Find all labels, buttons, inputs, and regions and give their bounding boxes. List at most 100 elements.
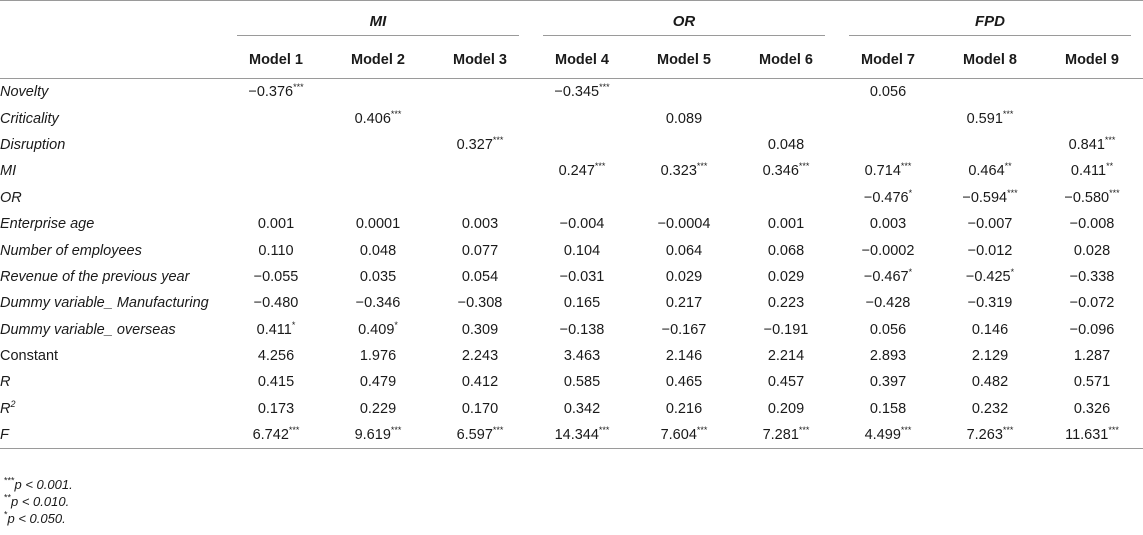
cell-value: 2.243 (461, 348, 499, 365)
note-text: p < 0.010. (11, 494, 70, 509)
row-label: Enterprise age (0, 211, 225, 237)
model-header-5: Model 5 (633, 41, 735, 79)
cell-value: −0.345 (554, 84, 600, 101)
table-cell: 0.029 (735, 264, 837, 290)
table-cell: 0.714*** (837, 158, 939, 184)
cell-value: 4.256 (257, 348, 295, 365)
cell-value: −0.476 (863, 189, 909, 206)
cell-value: 0.165 (563, 295, 601, 312)
cell-value: −0.338 (1069, 268, 1115, 285)
table-cell (327, 132, 429, 158)
table-cell: 0.048 (735, 132, 837, 158)
cell-value: 0.479 (359, 374, 397, 391)
model-header-row: Model 1 Model 2 Model 3 Model 4 Model 5 … (0, 41, 1143, 79)
note-text: p < 0.001. (14, 477, 73, 492)
significance-stars: ** (1106, 161, 1114, 172)
cell-value: 0.342 (563, 400, 601, 417)
cell-value: 0.223 (767, 295, 805, 312)
table-cell: 0.585 (531, 369, 633, 395)
table-cell (225, 185, 327, 211)
table-cell: 2.146 (633, 343, 735, 369)
cell-value: −0.428 (865, 295, 911, 312)
table-cell: 0.464** (939, 158, 1041, 184)
significance-stars: *** (594, 161, 606, 172)
significance-stars: *** (1007, 187, 1018, 198)
table-cell: 0.841*** (1041, 132, 1143, 158)
cell-value: 0.158 (869, 400, 907, 417)
cell-value: 0.346 (762, 163, 799, 180)
significance-stars: * (908, 267, 913, 278)
table-cell: 1.287 (1041, 343, 1143, 369)
table-cell: 0.591*** (939, 105, 1041, 131)
table-cell: 0.232 (939, 396, 1041, 422)
cell-value: 7.604 (660, 427, 697, 444)
cell-value: 0.327 (456, 136, 493, 153)
table-cell: 6.742*** (225, 422, 327, 450)
table-cell (633, 132, 735, 158)
table-cell (1041, 105, 1143, 131)
cell-value: 0.457 (767, 374, 805, 391)
table-cell: 7.281*** (735, 422, 837, 450)
row-label: Dummy variable_ overseas (0, 317, 225, 343)
table-cell (225, 158, 327, 184)
table-cell (429, 185, 531, 211)
table-cell: −0.096 (1041, 317, 1143, 343)
significance-stars: * (291, 319, 296, 330)
table-cell (939, 79, 1041, 106)
table-cell: 0.054 (429, 264, 531, 290)
significance-stars: *** (1002, 108, 1014, 119)
note-stars: * (4, 509, 8, 520)
note-line: ***p < 0.001. (4, 476, 73, 493)
cell-value: −0.319 (967, 295, 1013, 312)
table-row: Novelty −0.376*** −0.345*** 0.056 (0, 79, 1143, 106)
table-cell: −0.346 (327, 290, 429, 316)
table-cell: 0.165 (531, 290, 633, 316)
table-cell (531, 132, 633, 158)
table-cell: −0.0004 (633, 211, 735, 237)
significance-stars: *** (798, 161, 810, 172)
group-label-or: OR (672, 13, 696, 30)
model-header-3: Model 3 (429, 41, 531, 79)
cell-value: −0.594 (962, 189, 1008, 206)
row-label-text: F (0, 427, 9, 444)
significance-stars: *** (492, 425, 504, 436)
table-cell: 0.342 (531, 396, 633, 422)
cell-value: −0.167 (661, 321, 707, 338)
group-header-or: OR (531, 2, 837, 41)
significance-stars: *** (390, 108, 402, 119)
table-cell: 0.029 (633, 264, 735, 290)
table-cell: 0.028 (1041, 237, 1143, 263)
table-cell: 7.604*** (633, 422, 735, 450)
significance-stars: *** (696, 425, 708, 436)
cell-value: 0.056 (869, 321, 907, 338)
cell-value: −0.0002 (861, 242, 915, 259)
cell-value: 1.976 (359, 348, 397, 365)
table-cell (1041, 79, 1143, 106)
table-cell: 0.406*** (327, 105, 429, 131)
cell-value: 0.482 (971, 374, 1009, 391)
table-cell (837, 105, 939, 131)
table-cell: 0.223 (735, 290, 837, 316)
row-label-text: Revenue of the previous year (0, 268, 190, 285)
cell-value: 0.411 (1070, 163, 1107, 180)
cell-value: 0.323 (660, 163, 697, 180)
cell-value: 7.281 (762, 427, 799, 444)
cell-value: 0.216 (665, 400, 703, 417)
table-row: F 6.742*** 9.619*** 6.597*** 14.344*** 7.604*… (0, 422, 1143, 450)
table-cell: −0.428 (837, 290, 939, 316)
table-cell: 0.056 (837, 79, 939, 106)
model-header-7: Model 7 (837, 41, 939, 79)
cell-value: 0.247 (558, 163, 595, 180)
row-label: OR (0, 185, 225, 211)
significance-stars: *** (1109, 187, 1120, 198)
row-label-text: Enterprise age (0, 216, 95, 233)
group-header-empty (0, 2, 225, 41)
cell-value: 0.048 (359, 242, 397, 259)
cell-value: 0.406 (354, 110, 391, 127)
table-cell: 0.327*** (429, 132, 531, 158)
significance-stars: *** (598, 425, 610, 436)
cell-value: −0.346 (355, 295, 401, 312)
table-cell (429, 158, 531, 184)
group-underline-mi (237, 35, 519, 36)
